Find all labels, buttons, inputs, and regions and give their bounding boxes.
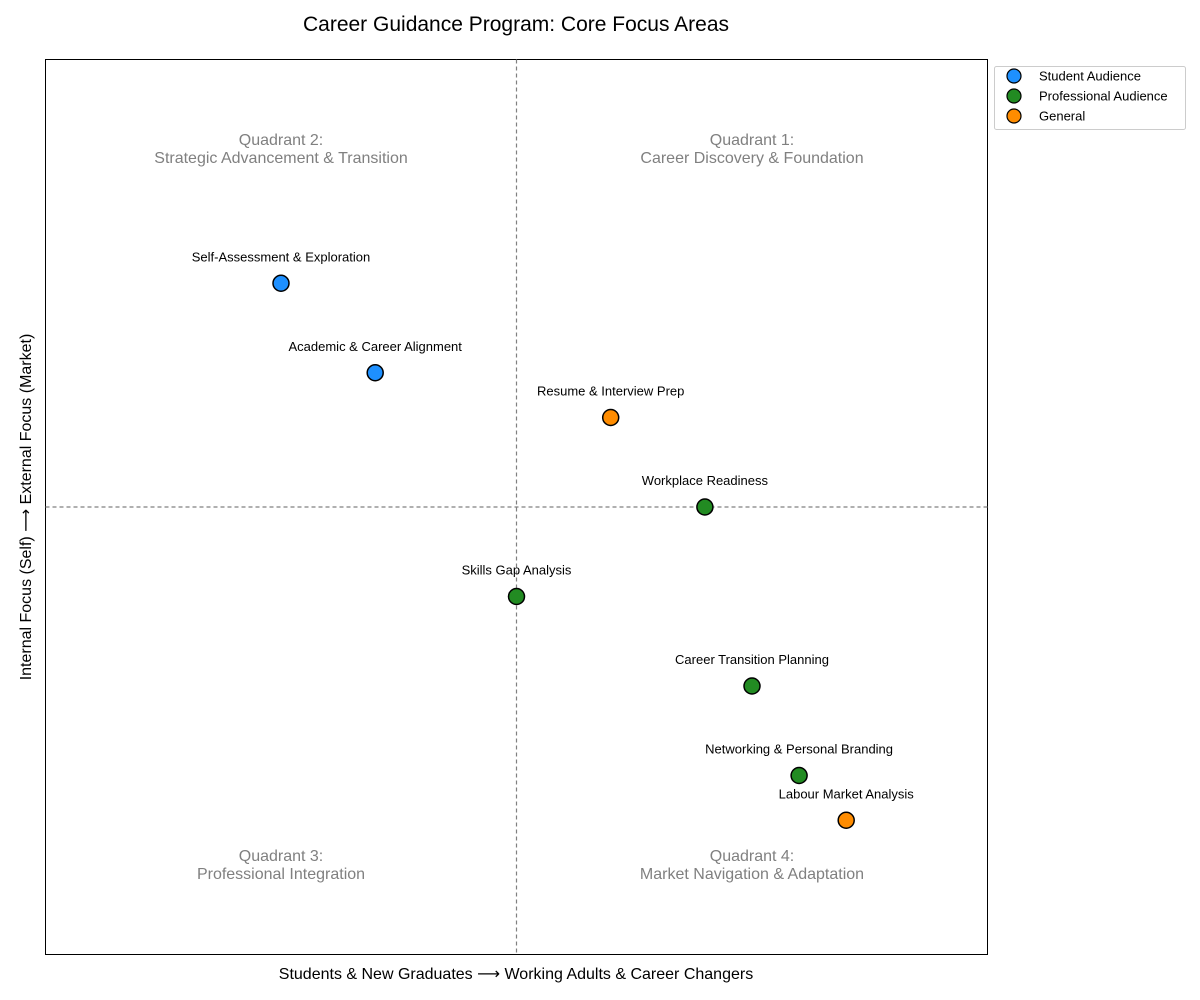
legend-items: Student Audience Professional Audience Gen…	[1006, 68, 1168, 124]
data-point	[837, 811, 855, 829]
y-axis-label: Internal Focus (Self) ⟶ External Focus (…	[18, 334, 35, 681]
chart-title: Career Guidance Program: Core Focus Area…	[303, 13, 729, 36]
quadrant-label-title: Quadrant 2:	[239, 132, 324, 149]
quadrant-label-subtitle: Professional Integration	[197, 866, 365, 883]
data-points: Self-Assessment & Exploration Academic & …	[192, 249, 915, 829]
data-point	[696, 498, 714, 516]
quadrant-label-subtitle: Market Navigation & Adaptation	[640, 866, 864, 883]
quadrant-label-title: Quadrant 3:	[239, 848, 324, 865]
legend-marker	[1006, 108, 1022, 124]
data-point-label: Academic & Career Alignment	[288, 339, 462, 354]
quadrant-labels: Quadrant 2:Strategic Advancement & Trans…	[154, 132, 864, 883]
data-point	[507, 587, 526, 606]
x-axis-label: Students & New Graduates ⟶ Working Adult…	[279, 966, 753, 983]
data-point-label: Self-Assessment & Exploration	[192, 249, 370, 264]
legend-marker	[1006, 88, 1022, 104]
data-point	[743, 677, 761, 695]
data-point-label: Resume & Interview Prep	[537, 384, 684, 399]
legend-box	[994, 66, 1186, 130]
data-point	[272, 274, 290, 292]
quadrant-label-title: Quadrant 4:	[710, 848, 795, 865]
legend-label: General	[1039, 109, 1085, 124]
data-point-label: Skills Gap Analysis	[462, 563, 572, 578]
quadrant-label-title: Quadrant 1:	[710, 132, 795, 149]
legend: Student Audience Professional Audience Gen…	[994, 66, 1186, 130]
legend-label: Student Audience	[1039, 69, 1141, 84]
data-point-label: Networking & Personal Branding	[705, 742, 893, 757]
data-point-label: Labour Market Analysis	[779, 786, 915, 801]
data-point	[790, 766, 808, 785]
legend-label: Professional Audience	[1039, 89, 1168, 104]
data-point-label: Workplace Readiness	[642, 473, 769, 488]
quadrant-label-subtitle: Career Discovery & Foundation	[640, 150, 863, 167]
quadrant-label-subtitle: Strategic Advancement & Transition	[154, 150, 407, 167]
data-point	[366, 364, 384, 382]
data-point	[601, 408, 620, 427]
data-point-label: Career Transition Planning	[675, 652, 829, 667]
legend-marker	[1006, 68, 1022, 84]
